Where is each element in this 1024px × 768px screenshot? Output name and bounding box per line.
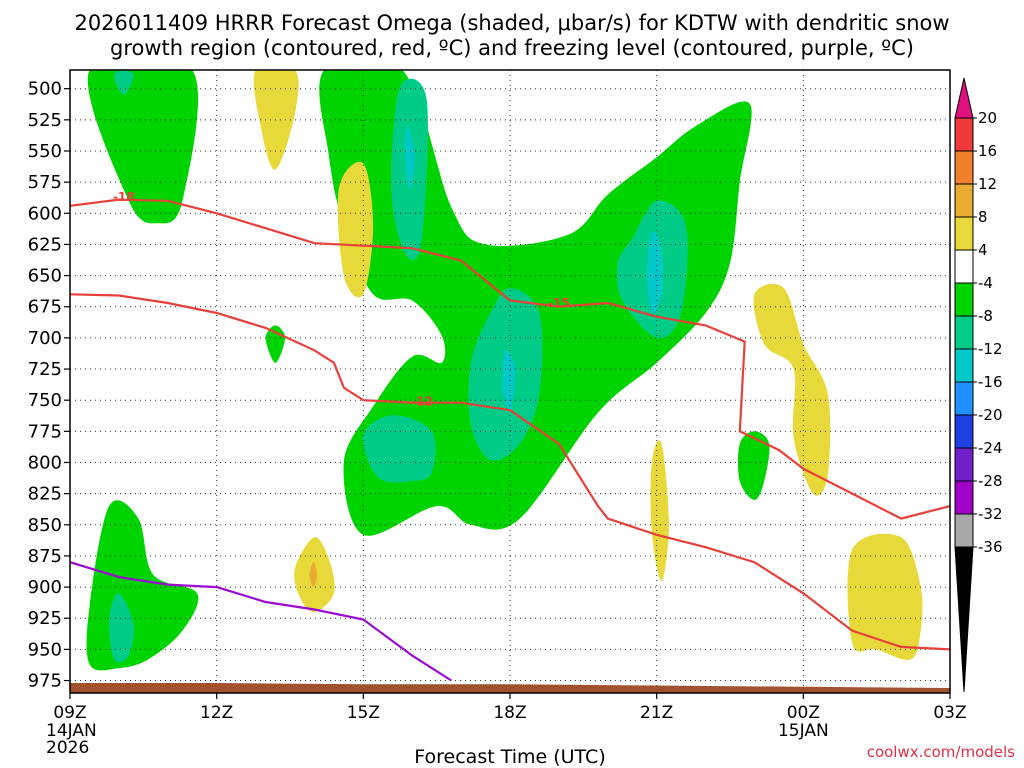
terrain bbox=[70, 683, 950, 693]
colorbar-label: -16 bbox=[978, 373, 1003, 391]
colorbar-label: -36 bbox=[978, 538, 1003, 556]
y-tick-label: 975 bbox=[28, 671, 62, 692]
omega-region-5 bbox=[114, 70, 134, 95]
x-date-label: 14JAN bbox=[46, 721, 97, 741]
x-tick-label: 21Z bbox=[640, 703, 673, 723]
omega-region-19 bbox=[847, 533, 923, 660]
y-axis: 500 525 550 575 600 625 650 675 700 725 750 775 800 8… bbox=[28, 79, 70, 692]
y-tick-label: 775 bbox=[28, 421, 62, 442]
x-tick-label: 15Z bbox=[347, 703, 380, 723]
omega-region-12 bbox=[502, 349, 516, 413]
freezing-level-contour bbox=[70, 561, 452, 682]
y-tick-label: 825 bbox=[28, 484, 62, 505]
omega-region-16 bbox=[753, 283, 831, 496]
omega-region-4 bbox=[737, 431, 770, 500]
y-tick-label: 675 bbox=[28, 297, 62, 318]
colorbar-label: 8 bbox=[978, 208, 988, 226]
x-tick-label: 09Z bbox=[53, 703, 86, 723]
temperature-contours: -18 -12 -15 bbox=[70, 190, 950, 682]
colorbar-label: -20 bbox=[978, 406, 1003, 424]
chart-title-line-2: growth region (contoured, red, ºC) and f… bbox=[110, 36, 914, 60]
colorbar-label: 12 bbox=[978, 175, 997, 193]
red-contour-1 bbox=[70, 293, 950, 651]
colorbar-label: -24 bbox=[978, 439, 1003, 457]
omega-region-9 bbox=[362, 415, 436, 483]
y-tick-label: 575 bbox=[28, 172, 62, 193]
colorbar-segment bbox=[954, 150, 974, 185]
omega-region-10 bbox=[108, 593, 135, 663]
omega-region-20 bbox=[309, 562, 317, 588]
omega-region-17 bbox=[650, 440, 669, 581]
chart-title-line-1: 2026011409 HRRR Forecast Omega (shaded, … bbox=[74, 11, 949, 35]
omega-region-0 bbox=[87, 70, 199, 224]
colorbar-label: 16 bbox=[978, 142, 997, 160]
colorbar-segment bbox=[954, 249, 974, 284]
red-contour-label-2: -15 bbox=[548, 296, 570, 310]
y-tick-label: 750 bbox=[28, 390, 62, 411]
colorbar-segment bbox=[954, 480, 974, 515]
x-tick-label: 03Z bbox=[933, 703, 966, 723]
terrain-ground bbox=[70, 683, 950, 693]
y-tick-label: 500 bbox=[28, 79, 62, 100]
colorbar: 20 16 12 8 4 -4 -8 -12 -16 -20 -24 -28 -32 -36 bbox=[954, 77, 1003, 693]
omega-region-13 bbox=[404, 126, 415, 189]
colorbar-segment bbox=[954, 381, 974, 416]
x-date-label: 2026 bbox=[46, 738, 89, 758]
colorbar-segment bbox=[954, 117, 974, 152]
colorbar-segment bbox=[954, 216, 974, 251]
omega-region-15 bbox=[337, 161, 374, 298]
colorbar-segment bbox=[954, 348, 974, 383]
colorbar-label: -4 bbox=[978, 274, 993, 292]
colorbar-segment bbox=[954, 513, 974, 548]
y-tick-label: 850 bbox=[28, 515, 62, 536]
x-tick-label: 18Z bbox=[493, 703, 526, 723]
omega-region-14 bbox=[253, 70, 299, 170]
x-tick-label: 00Z bbox=[787, 703, 820, 723]
y-tick-label: 600 bbox=[28, 203, 62, 224]
red-contour-label-0: -18 bbox=[113, 190, 135, 204]
y-tick-label: 700 bbox=[28, 328, 62, 349]
y-tick-label: 900 bbox=[28, 577, 62, 598]
red-contour-label-1: -12 bbox=[411, 394, 433, 408]
source-credit: coolwx.com/models bbox=[867, 743, 1015, 761]
colorbar-label: 4 bbox=[978, 241, 988, 259]
grid-lines bbox=[70, 70, 950, 693]
colorbar-label: -8 bbox=[978, 307, 993, 325]
y-tick-label: 550 bbox=[28, 141, 62, 162]
y-tick-label: 725 bbox=[28, 359, 62, 380]
x-tick-label: 12Z bbox=[200, 703, 233, 723]
colorbar-bottom-arrow bbox=[954, 546, 974, 693]
y-tick-label: 625 bbox=[28, 234, 62, 255]
x-axis-label: Forecast Time (UTC) bbox=[414, 746, 605, 768]
colorbar-top-arrow bbox=[954, 77, 974, 119]
omega-region-11 bbox=[646, 231, 663, 314]
colorbar-segment bbox=[954, 282, 974, 317]
colorbar-label: -28 bbox=[978, 472, 1003, 490]
colorbar-label: 20 bbox=[978, 109, 997, 127]
colorbar-segment bbox=[954, 183, 974, 218]
colorbar-segment bbox=[954, 414, 974, 449]
x-date-label: 15JAN bbox=[778, 721, 829, 741]
colorbar-segment bbox=[954, 315, 974, 350]
colorbar-label: -12 bbox=[978, 340, 1003, 358]
y-tick-label: 875 bbox=[28, 546, 62, 567]
y-tick-label: 650 bbox=[28, 266, 62, 287]
plot-area: -18 -12 -15 bbox=[70, 70, 950, 693]
y-tick-label: 925 bbox=[28, 608, 62, 629]
red-contour-0 bbox=[70, 198, 950, 520]
y-tick-label: 525 bbox=[28, 110, 62, 131]
y-tick-label: 950 bbox=[28, 639, 62, 660]
colorbar-label: -32 bbox=[978, 505, 1003, 523]
y-tick-label: 800 bbox=[28, 452, 62, 473]
colorbar-segment bbox=[954, 447, 974, 482]
